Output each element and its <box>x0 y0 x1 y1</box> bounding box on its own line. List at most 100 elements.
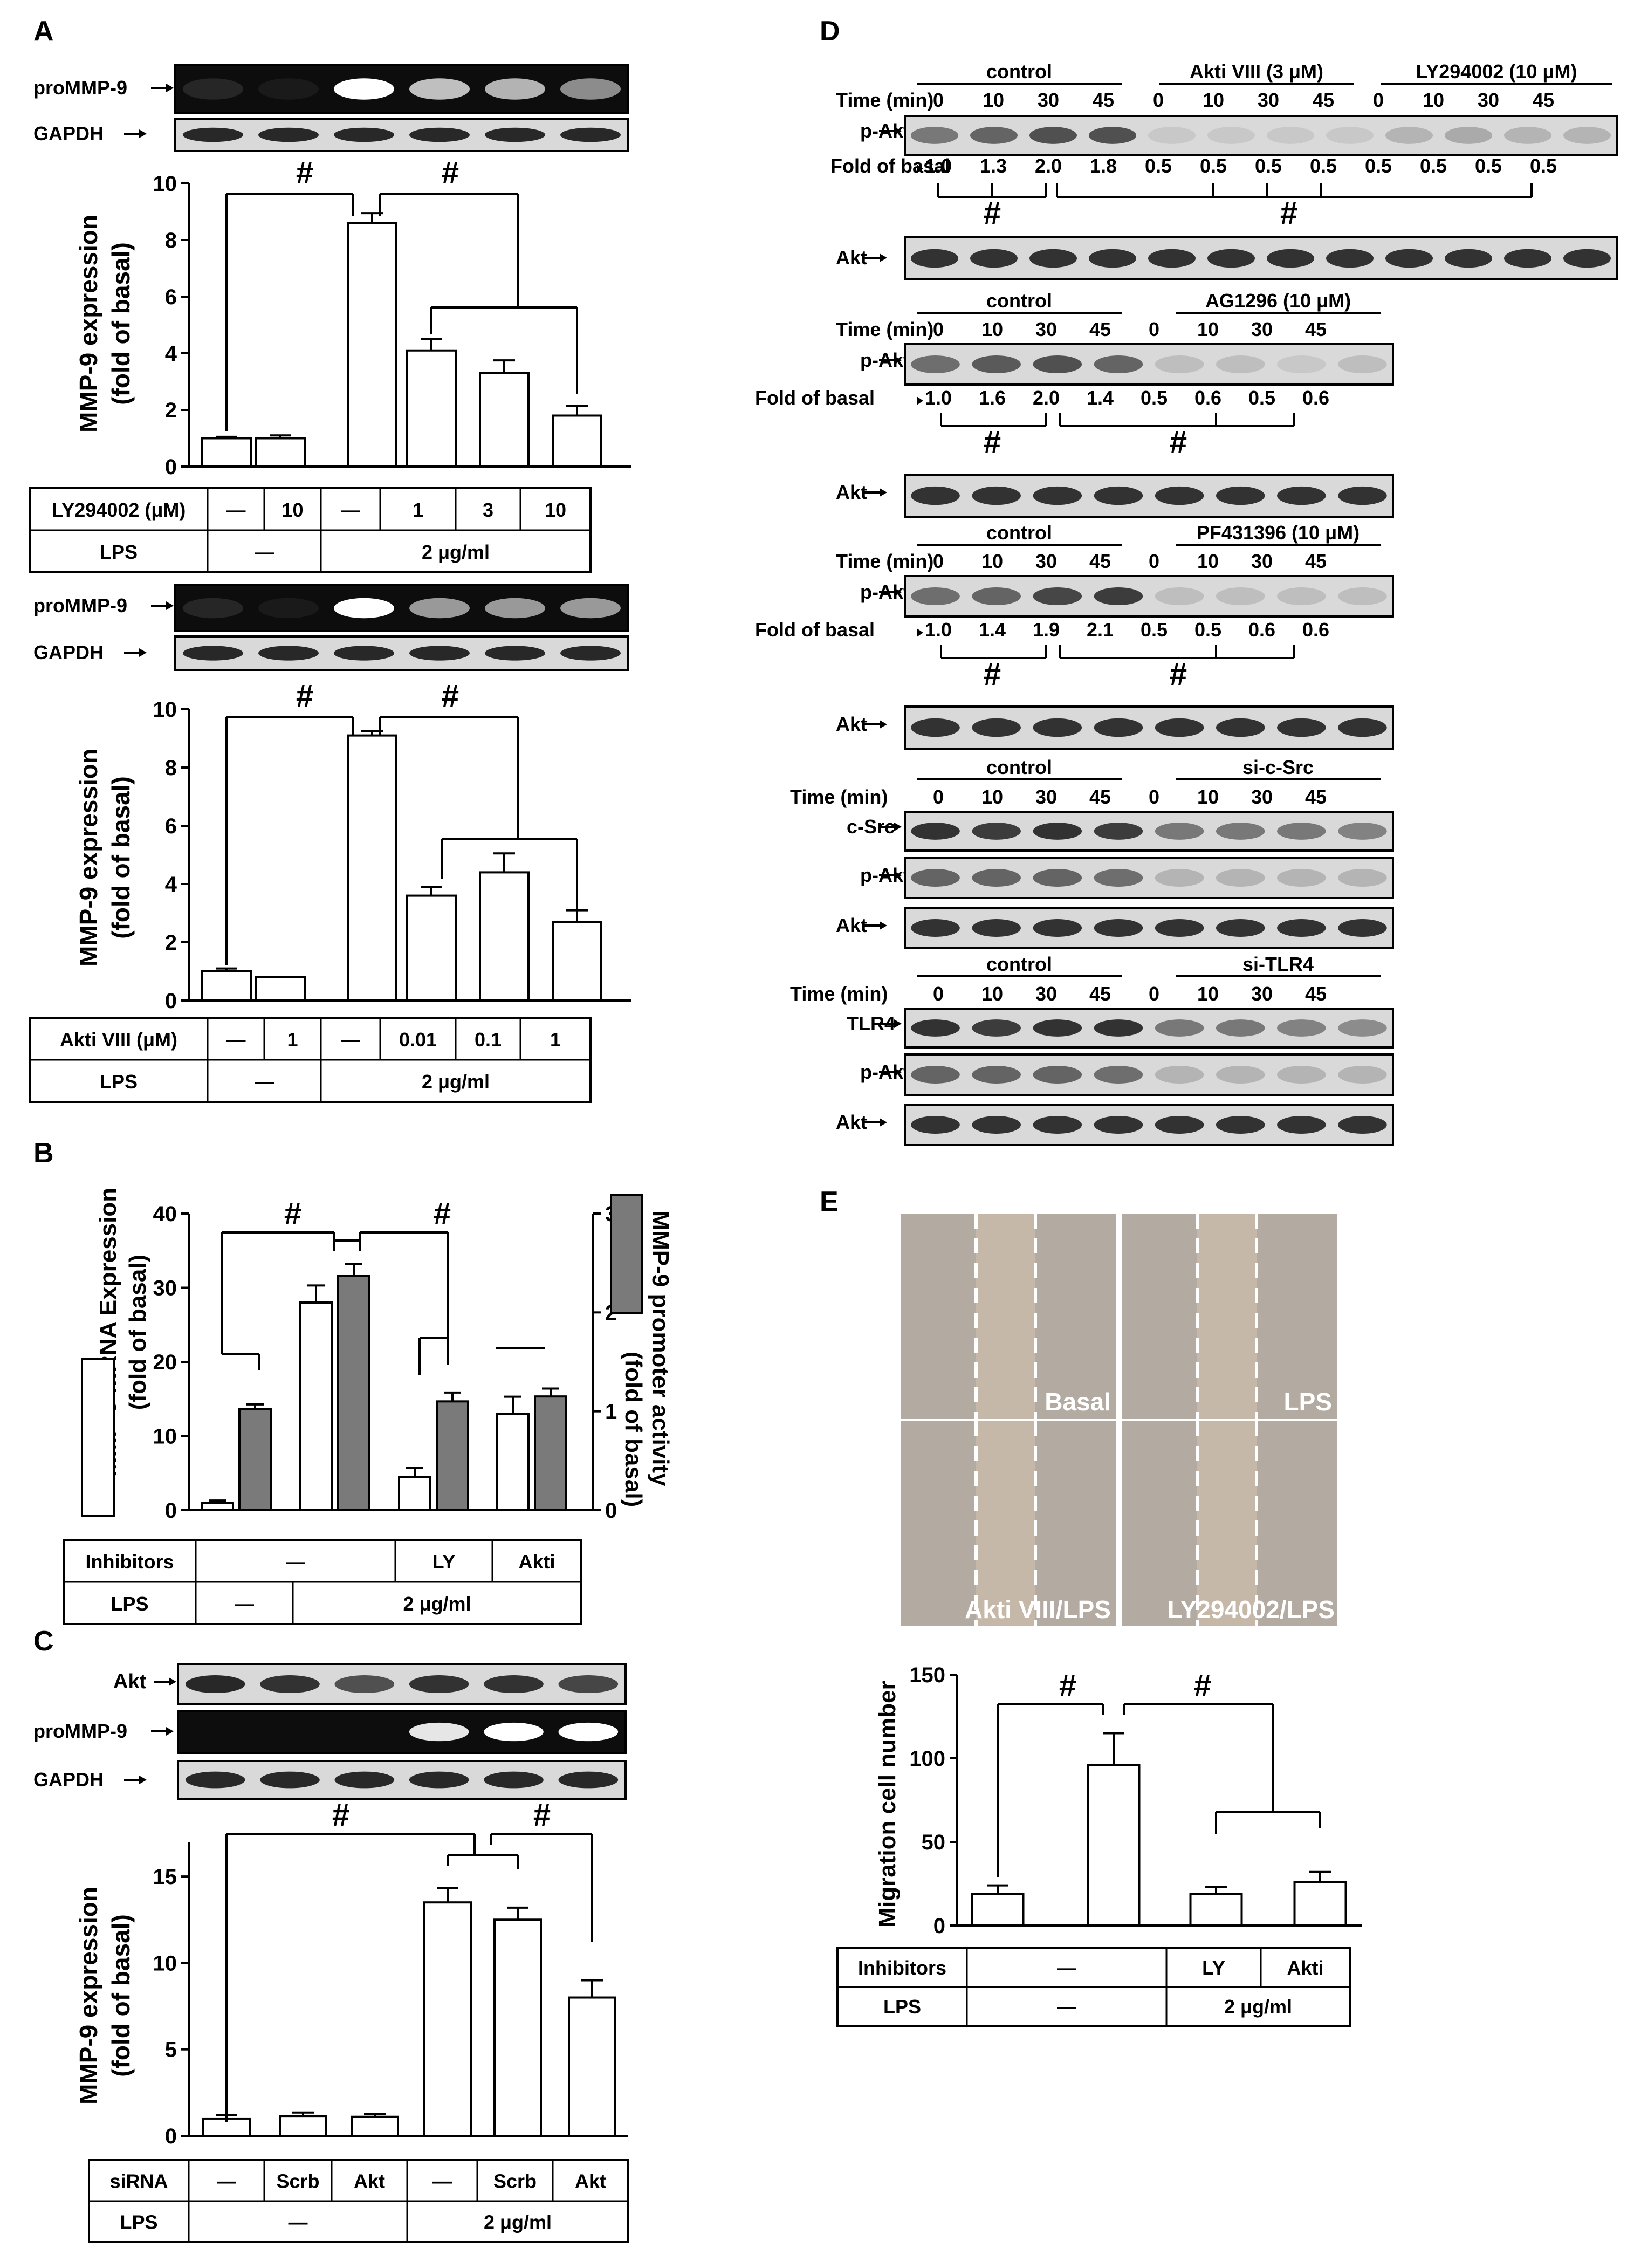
time-label: 0 <box>1149 983 1159 1005</box>
blot-band <box>1216 486 1265 505</box>
time-label: 0 <box>1149 786 1159 808</box>
group-label: LY294002 (10 μM) <box>1416 60 1577 83</box>
blot-band <box>1216 1116 1265 1134</box>
blot-band <box>1033 1019 1082 1037</box>
blot-band <box>484 1722 544 1742</box>
bar <box>201 437 252 468</box>
fold-value: 0.6 <box>1302 619 1329 641</box>
blot-band <box>183 646 243 661</box>
table-cell: Scrb <box>276 2170 319 2192</box>
blot-band <box>185 1675 245 1693</box>
arrow-icon <box>894 871 902 880</box>
blot-band <box>1277 823 1326 840</box>
bar <box>406 894 457 1002</box>
scratch-gap <box>1197 1421 1257 1626</box>
table-cell: — <box>289 2211 308 2233</box>
time-label: 0 <box>1149 550 1159 572</box>
y-tick-label: 10 <box>153 172 177 196</box>
image-basal: Basal <box>901 1214 1116 1419</box>
blot-band <box>409 127 470 142</box>
blot-band <box>258 598 319 619</box>
y-axis-label: MMP-9 expression <box>74 1887 102 2105</box>
table-e: Inhibitors — LY Akti LPS — 2 μg/ml <box>836 1947 1351 2027</box>
blot-band <box>1207 249 1255 268</box>
blot-band <box>911 869 960 887</box>
blot-band <box>1277 1019 1326 1037</box>
fold-value: 1.0 <box>925 619 952 641</box>
bar <box>255 437 306 468</box>
table-c: siRNA — Scrb Akt — Scrb Akt LPS — 2 μg/ml <box>88 2159 629 2243</box>
akt-label: Akt <box>836 914 867 936</box>
y-tick-label: 0 <box>165 455 177 479</box>
blot-band <box>970 127 1018 144</box>
bar-mrna <box>496 1413 530 1511</box>
time-label: 30 <box>1035 550 1057 572</box>
blot-band <box>558 1675 619 1693</box>
image-caption: Akti VIII/LPS <box>965 1595 1111 1623</box>
prommp9-label: proMMP-9 <box>33 1720 127 1742</box>
table-cell: — <box>235 1593 254 1615</box>
image-lps: LPS <box>1122 1214 1337 1419</box>
table-cell: 2 μg/ml <box>1224 1996 1292 2018</box>
group-label: AG1296 (10 μM) <box>1205 290 1351 312</box>
blot-band <box>1155 1066 1204 1084</box>
time-axis-label: Time (min) <box>790 983 888 1005</box>
table-cell: 1 <box>413 499 423 521</box>
time-label: 10 <box>1197 786 1219 808</box>
blot-band <box>1216 1066 1265 1084</box>
blot-band <box>409 1771 469 1789</box>
arrow-icon <box>894 588 902 597</box>
fold-value: 1.4 <box>1087 387 1114 409</box>
time-label: 10 <box>1197 318 1219 340</box>
panel-label-a: A <box>33 16 54 47</box>
time-label: 45 <box>1305 550 1327 572</box>
time-label: 45 <box>1305 318 1327 340</box>
table-cell: — <box>432 2170 452 2192</box>
scratch-gap <box>1197 1214 1257 1419</box>
fold-value: 0.5 <box>1194 619 1221 641</box>
panel-label-d: D <box>820 16 840 47</box>
y-tick-label: 10 <box>153 1951 177 1975</box>
blot-band <box>258 127 319 142</box>
blot-band <box>560 127 621 142</box>
significance-mark: # <box>1194 1668 1211 1703</box>
time-label: 30 <box>1251 318 1273 340</box>
table-cell: 3 <box>483 499 493 521</box>
table-cell: 0.01 <box>399 1029 437 1051</box>
prommp9-zymogram <box>177 1710 627 1754</box>
y-tick-label: 0 <box>165 1499 177 1523</box>
bar-mrna <box>299 1301 333 1511</box>
bar <box>568 1996 616 2137</box>
blot-band <box>485 598 545 619</box>
fold-value: 0.5 <box>1365 155 1392 177</box>
blot-band <box>1277 869 1326 887</box>
y-tick-label: 0 <box>605 1499 617 1523</box>
group-label: PF431396 (10 μM) <box>1197 522 1360 544</box>
y-tick-label: 1 <box>605 1400 617 1424</box>
blot-band <box>1033 718 1082 737</box>
y-tick-label: 4 <box>165 342 177 366</box>
group-label: control <box>986 756 1052 778</box>
blot-band <box>558 1771 619 1789</box>
image-akti-lps: Akti VIII/LPS <box>901 1421 1116 1626</box>
blot-band <box>560 78 621 100</box>
bar-mrna <box>201 1502 234 1511</box>
table-cell: 1 <box>550 1029 561 1051</box>
arrow-icon <box>917 396 923 405</box>
blot-band <box>972 1066 1021 1084</box>
blot-band <box>409 1722 469 1742</box>
bar <box>347 222 397 468</box>
significance-mark: # <box>296 155 313 190</box>
blot-band <box>409 646 470 661</box>
blot-band <box>972 1019 1021 1037</box>
akt-label: Akt <box>836 481 867 503</box>
blot-band <box>1267 127 1314 144</box>
fold-value: 0.5 <box>1145 155 1172 177</box>
blot-band <box>1094 1066 1143 1084</box>
fold-value: 0.6 <box>1248 619 1275 641</box>
significance-mark: # <box>984 196 1001 231</box>
bar <box>479 871 530 1002</box>
bar <box>552 414 602 468</box>
blot-band <box>1033 823 1082 840</box>
blot-band <box>1338 587 1387 605</box>
